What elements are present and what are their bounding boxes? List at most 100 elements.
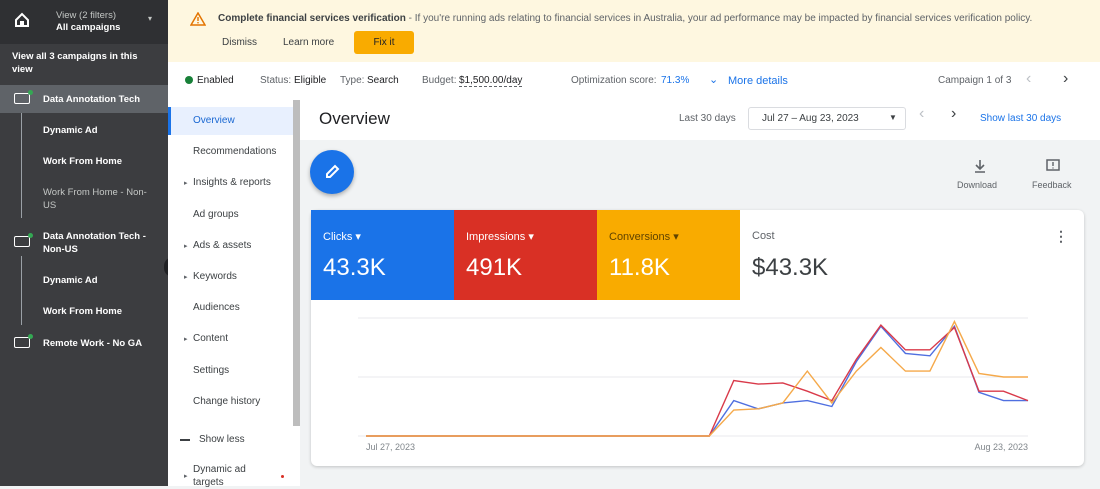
card-menu[interactable]: ⋮ xyxy=(1054,228,1068,244)
nav-item[interactable]: Audiences xyxy=(193,302,240,314)
campaign-status-dot xyxy=(28,233,33,238)
campaign-status-dot xyxy=(28,90,33,95)
nav-item[interactable]: Ad groups xyxy=(193,208,239,220)
status-bar: Enabled Status: Eligible Type: Search Bu… xyxy=(168,62,1100,101)
metric-value: 43.3K xyxy=(323,254,386,281)
status-value: Eligible xyxy=(294,75,327,86)
learn-more-button[interactable]: Learn more xyxy=(283,37,335,48)
banner-title: Complete financial services verification xyxy=(218,13,406,24)
nav-item[interactable]: Ads & assets xyxy=(193,239,252,251)
range-label: Last 30 days xyxy=(679,113,736,124)
metric-value: 491K xyxy=(466,254,523,281)
score-label: Optimization score: xyxy=(571,75,657,86)
page-title: Overview xyxy=(319,109,390,128)
alert-dot xyxy=(281,475,284,478)
metric-name[interactable]: Clicks ▾ xyxy=(323,231,361,243)
campaign-position: Campaign 1 of 3 xyxy=(938,75,1012,86)
nav-item[interactable]: Recommendations xyxy=(193,146,277,158)
type-value: Search xyxy=(367,75,399,86)
metric-name[interactable]: Conversions ▾ xyxy=(609,231,679,243)
series-line xyxy=(366,323,1029,437)
tree-line xyxy=(21,113,22,218)
more-details[interactable]: More details xyxy=(728,75,788,87)
metric-name[interactable]: Impressions ▾ xyxy=(466,231,534,243)
nav-item[interactable]: Change history xyxy=(193,395,261,407)
budget-label: Budget: xyxy=(422,75,457,86)
expand-caret: ▸ xyxy=(184,473,188,480)
download-icon[interactable] xyxy=(972,158,988,174)
nav-item[interactable]: Content xyxy=(193,333,229,345)
nav-panel xyxy=(168,100,300,486)
date-dropdown: ▼ xyxy=(889,113,897,122)
ad-group-name[interactable]: Work From Home xyxy=(43,306,123,317)
budget-value[interactable]: $1,500.00/day xyxy=(459,75,523,87)
view-all-link[interactable]: View all 3 campaigns in this view xyxy=(12,51,138,75)
view-value: All campaigns xyxy=(56,22,121,33)
expand-caret: ▸ xyxy=(184,180,188,188)
metric-value: $43.3K xyxy=(752,254,829,281)
metric-tile[interactable]: Conversions ▾ 11.8K xyxy=(597,210,740,300)
metric-dropdown[interactable]: ▾ xyxy=(525,231,534,243)
dropdown-arrow[interactable]: ▾ xyxy=(148,14,153,23)
edit-button[interactable] xyxy=(310,150,354,194)
metric-name[interactable]: Cost xyxy=(752,230,775,242)
x-tick-label: Jul 27, 2023 xyxy=(366,442,415,452)
prev-campaign[interactable]: ‹ xyxy=(1026,70,1032,87)
expand-icon[interactable]: ⌄ xyxy=(709,74,719,86)
campaign-icon xyxy=(14,93,30,104)
fix-it-button[interactable]: Fix it xyxy=(354,31,414,54)
prev-range[interactable]: ‹ xyxy=(919,105,925,122)
date-range: Jul 27 – Aug 23, 2023 xyxy=(762,113,859,124)
campaign-name[interactable]: Data Annotation Tech xyxy=(43,94,141,105)
x-tick-label: Aug 23, 2023 xyxy=(974,442,1028,452)
date-picker[interactable]: Jul 27 – Aug 23, 2023 ▼ xyxy=(748,107,906,130)
next-campaign[interactable]: › xyxy=(1063,70,1069,87)
campaign-icon xyxy=(14,337,30,348)
ad-group-name[interactable]: Dynamic Ad xyxy=(43,275,98,286)
campaign-row-selected xyxy=(0,85,168,113)
ad-group-name[interactable]: Dynamic Ad xyxy=(43,125,98,136)
metric-tile[interactable]: Clicks ▾ 43.3K xyxy=(311,210,454,300)
status-dot xyxy=(185,76,193,84)
ad-group-name[interactable]: Work From Home - Non-US xyxy=(43,187,147,211)
dismiss-button[interactable]: Dismiss xyxy=(222,37,257,48)
feedback-icon[interactable] xyxy=(1045,158,1061,174)
tree-line xyxy=(21,256,22,325)
metric-tile[interactable]: Impressions ▾ 491K xyxy=(454,210,597,300)
expand-caret: ▸ xyxy=(184,274,188,281)
series-line xyxy=(366,324,1028,437)
overview-header: Overview Last 30 days Jul 27 – Aug 23, 2… xyxy=(300,100,1100,140)
nav-scrollbar[interactable] xyxy=(293,100,300,426)
series-line xyxy=(366,319,1028,437)
show-less-dash xyxy=(180,439,190,441)
campaign-icon xyxy=(14,236,30,247)
metric-tile[interactable]: Cost $43.3K xyxy=(740,210,883,300)
pencil-icon xyxy=(326,164,340,178)
metric-value: 11.8K xyxy=(609,254,670,281)
metric-dropdown[interactable]: ▾ xyxy=(352,231,361,243)
show-less[interactable]: Show less xyxy=(199,434,245,445)
score-value[interactable]: 71.3% xyxy=(661,75,690,86)
view-label: View (2 filters) xyxy=(56,10,117,21)
type-label: Type: xyxy=(340,75,365,86)
banner-text: - If you're running ads relating to fina… xyxy=(405,13,1033,24)
warning-icon xyxy=(190,12,206,26)
nav-item[interactable]: Insights & reports xyxy=(193,177,271,189)
show-last-30[interactable]: Show last 30 days xyxy=(980,113,1062,124)
nav-item[interactable]: Overview xyxy=(168,107,293,135)
ad-group-name[interactable]: Work From Home xyxy=(43,156,123,167)
nav-item[interactable]: Keywords xyxy=(193,271,237,282)
metric-dropdown[interactable]: ▾ xyxy=(670,231,679,243)
campaign-state: Enabled xyxy=(197,75,234,86)
nav-item[interactable]: Settings xyxy=(193,364,230,376)
feedback-label[interactable]: Feedback xyxy=(1032,180,1072,190)
status-label: Status: xyxy=(260,75,292,86)
campaign-name[interactable]: Remote Work - No GA xyxy=(43,338,143,349)
download-label[interactable]: Download xyxy=(957,180,998,190)
next-range[interactable]: › xyxy=(951,105,957,122)
campaign-name[interactable]: Data Annotation Tech - Non-US xyxy=(43,231,146,255)
home-icon[interactable] xyxy=(14,12,30,28)
nav-extra[interactable]: Dynamic ad targets xyxy=(193,464,246,488)
